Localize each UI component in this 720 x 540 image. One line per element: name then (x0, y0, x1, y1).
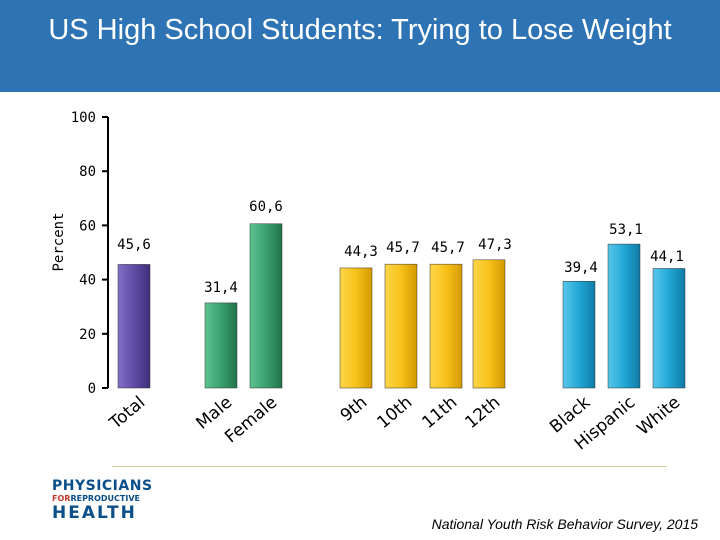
bar-12th (472, 259, 506, 389)
data-label-hispanic: 53,1 (609, 222, 643, 238)
category-label-12th: 12th (461, 393, 504, 433)
organization-logo: PHYSICIANS FORREPRODUCTIVE HEALTH (52, 478, 153, 528)
data-label-total: 45,6 (117, 237, 151, 253)
logo-text-reproductive: REPRODUCTIVE (70, 494, 140, 503)
footer-divider (112, 466, 667, 467)
logo-text-for: FOR (52, 494, 71, 503)
data-label-white: 44,1 (650, 249, 684, 265)
y-tick-label: 80 (79, 164, 96, 180)
category-label-total: Total (105, 393, 149, 434)
data-label-12th: 47,3 (478, 237, 512, 253)
bar-10th (384, 263, 418, 389)
bar-9th (339, 267, 373, 389)
data-label-female: 60,6 (249, 199, 283, 215)
y-tick-label: 40 (79, 273, 96, 289)
bar-white (652, 268, 686, 389)
y-tick-label: 0 (88, 381, 96, 397)
bar-male (204, 302, 238, 389)
category-label-11th: 11th (418, 393, 461, 433)
category-label-white: White (633, 393, 684, 440)
y-tick-label: 100 (71, 110, 96, 126)
y-tick-label: 20 (79, 327, 96, 343)
logo-text-health: HEALTH (52, 503, 137, 523)
category-label-9th: 9th (337, 393, 372, 426)
logo-text-for-reproductive: FORREPRODUCTIVE (52, 494, 142, 504)
category-label-female: Female (221, 393, 281, 448)
data-label-11th: 45,7 (431, 240, 465, 256)
y-axis-title: Percent (51, 212, 67, 271)
bar-female (249, 223, 283, 389)
category-label-10th: 10th (373, 393, 416, 433)
source-note: National Youth Risk Behavior Survey, 201… (431, 516, 698, 532)
logo-text-physicians: PHYSICIANS (52, 478, 153, 494)
data-label-male: 31,4 (204, 280, 238, 296)
data-label-black: 39,4 (564, 260, 598, 276)
bar-total (117, 264, 151, 389)
data-label-10th: 45,7 (386, 240, 420, 256)
bar-black (562, 280, 596, 389)
page-title: US High School Students: Trying to Lose … (48, 14, 672, 46)
title-bar (0, 0, 720, 92)
bar-hispanic (607, 243, 641, 389)
y-tick-label: 60 (79, 218, 96, 234)
data-label-9th: 44,3 (344, 244, 378, 260)
bar-11th (429, 263, 463, 389)
